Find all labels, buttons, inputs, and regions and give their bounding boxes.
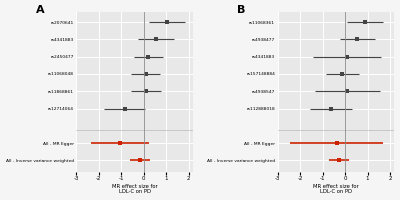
X-axis label: MR effect size for
LDL-C on PD: MR effect size for LDL-C on PD bbox=[112, 184, 158, 194]
Text: A: A bbox=[36, 5, 44, 15]
Text: B: B bbox=[237, 5, 246, 15]
X-axis label: MR effect size for
LDL-C on PD: MR effect size for LDL-C on PD bbox=[313, 184, 359, 194]
